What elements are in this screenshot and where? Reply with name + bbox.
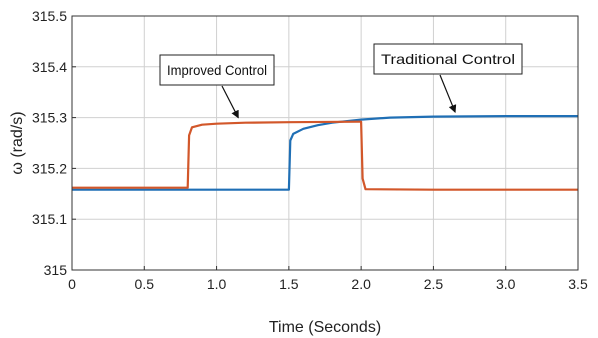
annotation-arrow <box>439 74 457 114</box>
y-tick-label: 315 <box>44 262 68 278</box>
y-tick-label: 315.3 <box>32 110 67 126</box>
x-axis-label: Time (Seconds) <box>269 319 381 336</box>
x-tick-label: 1.5 <box>279 276 299 292</box>
x-tick-label: 0 <box>68 276 76 292</box>
plot-series <box>72 114 578 191</box>
x-tick-label: 1.0 <box>207 276 227 292</box>
y-tick-label: 315.5 <box>32 8 67 24</box>
tick-labels: 0 0.5 1.0 1.5 2.0 2.5 3.0 3.5 315 315.1 315.2 315.3… <box>32 8 588 292</box>
annotation-label: Traditional Control <box>381 51 515 67</box>
annotation-2: Traditional Control <box>373 43 523 114</box>
y-tick-label: 315.1 <box>32 211 67 227</box>
x-tick-label: 2.5 <box>424 276 444 292</box>
x-tick-label: 3.5 <box>568 276 588 292</box>
x-tick-label: 2.0 <box>351 276 371 292</box>
x-tick-label: 3.0 <box>496 276 516 292</box>
annotations: Improved Control Traditional Control <box>159 43 523 119</box>
y-tick-label: 315.4 <box>32 59 67 75</box>
y-tick-label: 315.2 <box>32 160 67 176</box>
plot-frame <box>71 15 579 271</box>
traditional-control-line <box>72 114 578 191</box>
annotation-box <box>159 54 275 86</box>
annotation-arrow <box>221 85 239 119</box>
annotation-label: Improved Control <box>167 62 267 78</box>
x-tick-label: 0.5 <box>135 276 155 292</box>
y-axis-label: ω (rad/s) <box>9 111 26 174</box>
improved-control-line <box>72 120 578 191</box>
annotation-1: Improved Control <box>159 54 275 119</box>
annotation-box <box>373 43 523 75</box>
